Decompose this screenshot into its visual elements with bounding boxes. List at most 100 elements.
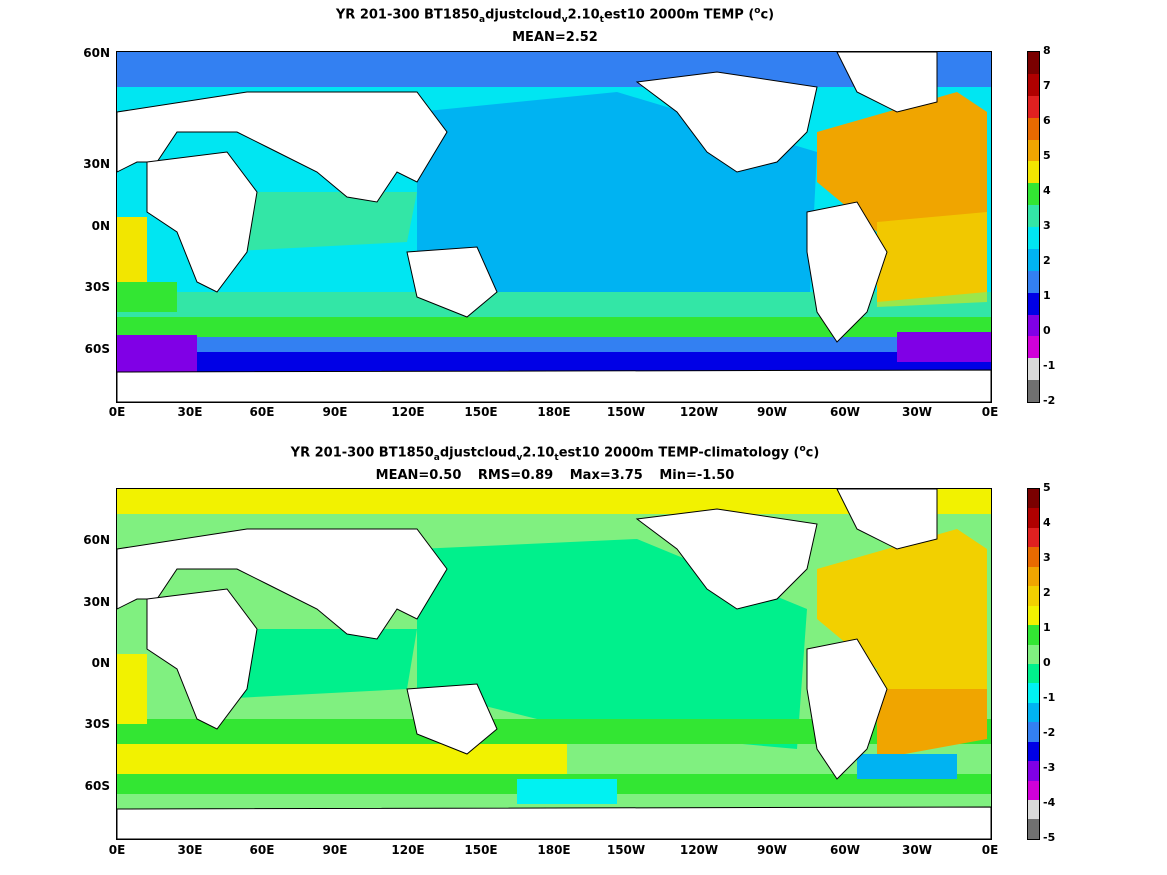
panel1-xlabel: 30E xyxy=(177,405,203,419)
panel1-xlabel: 90W xyxy=(757,405,787,419)
colorbar-swatch xyxy=(1028,489,1039,509)
colorbar-tick-label: -2 xyxy=(1043,726,1056,739)
panel2-ylabel-0n: 0N xyxy=(91,656,110,670)
colorbar-swatch xyxy=(1028,336,1039,359)
colorbar-swatch xyxy=(1028,644,1039,664)
colorbar-swatch xyxy=(1028,52,1039,74)
colorbar-tick-label: 2 xyxy=(1043,586,1051,599)
colorbar-swatch xyxy=(1028,227,1039,249)
colorbar-swatch xyxy=(1028,139,1039,162)
panel2-xlabel: 0E xyxy=(108,843,126,857)
panel1-xlabel: 60W xyxy=(830,405,860,419)
colorbar-tick-label: 4 xyxy=(1043,516,1051,529)
panel2-xlabel: 120E xyxy=(391,843,425,857)
colorbar-swatch xyxy=(1028,183,1039,206)
colorbar-swatch xyxy=(1028,205,1039,227)
panel1-xlabel: 30W xyxy=(902,405,932,419)
colorbar-swatch xyxy=(1028,722,1039,742)
panel1-ylabel-30n: 30N xyxy=(83,157,110,171)
colorbar-swatch xyxy=(1028,566,1039,587)
panel2-xlabel: 0E xyxy=(981,843,999,857)
colorbar-tick-label: 5 xyxy=(1043,149,1051,162)
colorbar-tick-label: 3 xyxy=(1043,219,1051,232)
panel2-xlabel: 30W xyxy=(902,843,932,857)
panel1-xlabel: 0E xyxy=(981,405,999,419)
colorbar-swatch xyxy=(1028,248,1039,271)
colorbar-swatch xyxy=(1028,380,1039,402)
panel2-ylabel-30s: 30S xyxy=(84,717,110,731)
panel1-ylabel-60n: 60N xyxy=(83,46,110,60)
colorbar-tick-label: 0 xyxy=(1043,656,1051,669)
colorbar-swatch xyxy=(1028,508,1039,528)
colorbar-tick-label: 7 xyxy=(1043,79,1051,92)
panel1-mean: MEAN=2.52 xyxy=(512,30,598,45)
panel2-ylabel-60n: 60N xyxy=(83,533,110,547)
colorbar-tick-label: 1 xyxy=(1043,289,1051,302)
panel1-ylabel-30s: 30S xyxy=(84,280,110,294)
colorbar-swatch xyxy=(1028,625,1039,645)
panel1-xlabel: 180E xyxy=(537,405,571,419)
panel2-title: YR 201-300 BT1850adjustcloudv2.10test10 … xyxy=(290,444,820,463)
panel1-xlabel: 150W xyxy=(606,405,646,419)
panel2-xlabel: 150W xyxy=(606,843,646,857)
panel2-stats: MEAN=0.50 RMS=0.89 Max=3.75 Min=-1.50 xyxy=(0,468,1110,483)
panel2-xlabel: 150E xyxy=(464,843,498,857)
panel2-max: Max=3.75 xyxy=(569,468,643,483)
panel1-xlabel: 120W xyxy=(679,405,719,419)
panel2-mean: MEAN=0.50 xyxy=(375,468,462,483)
colorbar-tick-label: -1 xyxy=(1043,691,1056,704)
panel1-colorbar xyxy=(1027,51,1040,403)
panel1-xlabel: 90E xyxy=(322,405,348,419)
panel2-xlabel: 180E xyxy=(537,843,571,857)
colorbar-tick-label: -5 xyxy=(1043,831,1056,844)
panel2-ylabel-30n: 30N xyxy=(83,595,110,609)
colorbar-swatch xyxy=(1028,527,1039,548)
colorbar-swatch xyxy=(1028,73,1039,96)
colorbar-swatch xyxy=(1028,741,1039,762)
panel2-rms: RMS=0.89 xyxy=(477,468,554,483)
colorbar-swatch xyxy=(1028,358,1039,381)
panel1-title: YR 201-300 BT1850adjustcloudv2.10test10 … xyxy=(335,6,775,25)
colorbar-tick-label: -4 xyxy=(1043,796,1056,809)
colorbar-tick-label: 4 xyxy=(1043,184,1051,197)
colorbar-swatch xyxy=(1028,761,1039,781)
panel2-colorbar xyxy=(1027,488,1040,840)
colorbar-swatch xyxy=(1028,702,1039,723)
panel2-xlabel: 30E xyxy=(177,843,203,857)
colorbar-tick-label: 3 xyxy=(1043,551,1051,564)
panel1-stats: MEAN=2.52 xyxy=(0,30,1110,45)
colorbar-tick-label: 8 xyxy=(1043,44,1051,57)
panel1-xlabel: 150E xyxy=(464,405,498,419)
panel1-xlabel: 0E xyxy=(108,405,126,419)
colorbar-tick-label: 0 xyxy=(1043,324,1051,337)
panel2-xlabel: 120W xyxy=(679,843,719,857)
colorbar-swatch xyxy=(1028,780,1039,800)
colorbar-swatch xyxy=(1028,292,1039,315)
colorbar-swatch xyxy=(1028,95,1039,118)
panel1-map xyxy=(116,51,992,403)
panel2-xlabel: 90W xyxy=(757,843,787,857)
panel1-xlabel: 120E xyxy=(391,405,425,419)
colorbar-swatch xyxy=(1028,586,1039,606)
panel1-xlabel: 60E xyxy=(249,405,275,419)
panel2-xlabel: 90E xyxy=(322,843,348,857)
panel2-ylabel-60s: 60S xyxy=(84,779,110,793)
panel2-map xyxy=(116,488,992,840)
colorbar-swatch xyxy=(1028,819,1039,839)
colorbar-tick-label: 1 xyxy=(1043,621,1051,634)
colorbar-swatch xyxy=(1028,161,1039,184)
colorbar-tick-label: -1 xyxy=(1043,359,1056,372)
colorbar-tick-label: 2 xyxy=(1043,254,1051,267)
colorbar-swatch xyxy=(1028,605,1039,626)
panel2-xlabel: 60E xyxy=(249,843,275,857)
colorbar-tick-label: -3 xyxy=(1043,761,1056,774)
colorbar-swatch xyxy=(1028,547,1039,567)
colorbar-swatch xyxy=(1028,683,1039,703)
colorbar-swatch xyxy=(1028,117,1039,140)
colorbar-swatch xyxy=(1028,800,1039,820)
colorbar-tick-label: -2 xyxy=(1043,394,1056,407)
colorbar-tick-label: 5 xyxy=(1043,481,1051,494)
colorbar-tick-label: 6 xyxy=(1043,114,1051,127)
panel2-min: Min=-1.50 xyxy=(659,468,735,483)
panel1-ylabel-0n: 0N xyxy=(91,219,110,233)
